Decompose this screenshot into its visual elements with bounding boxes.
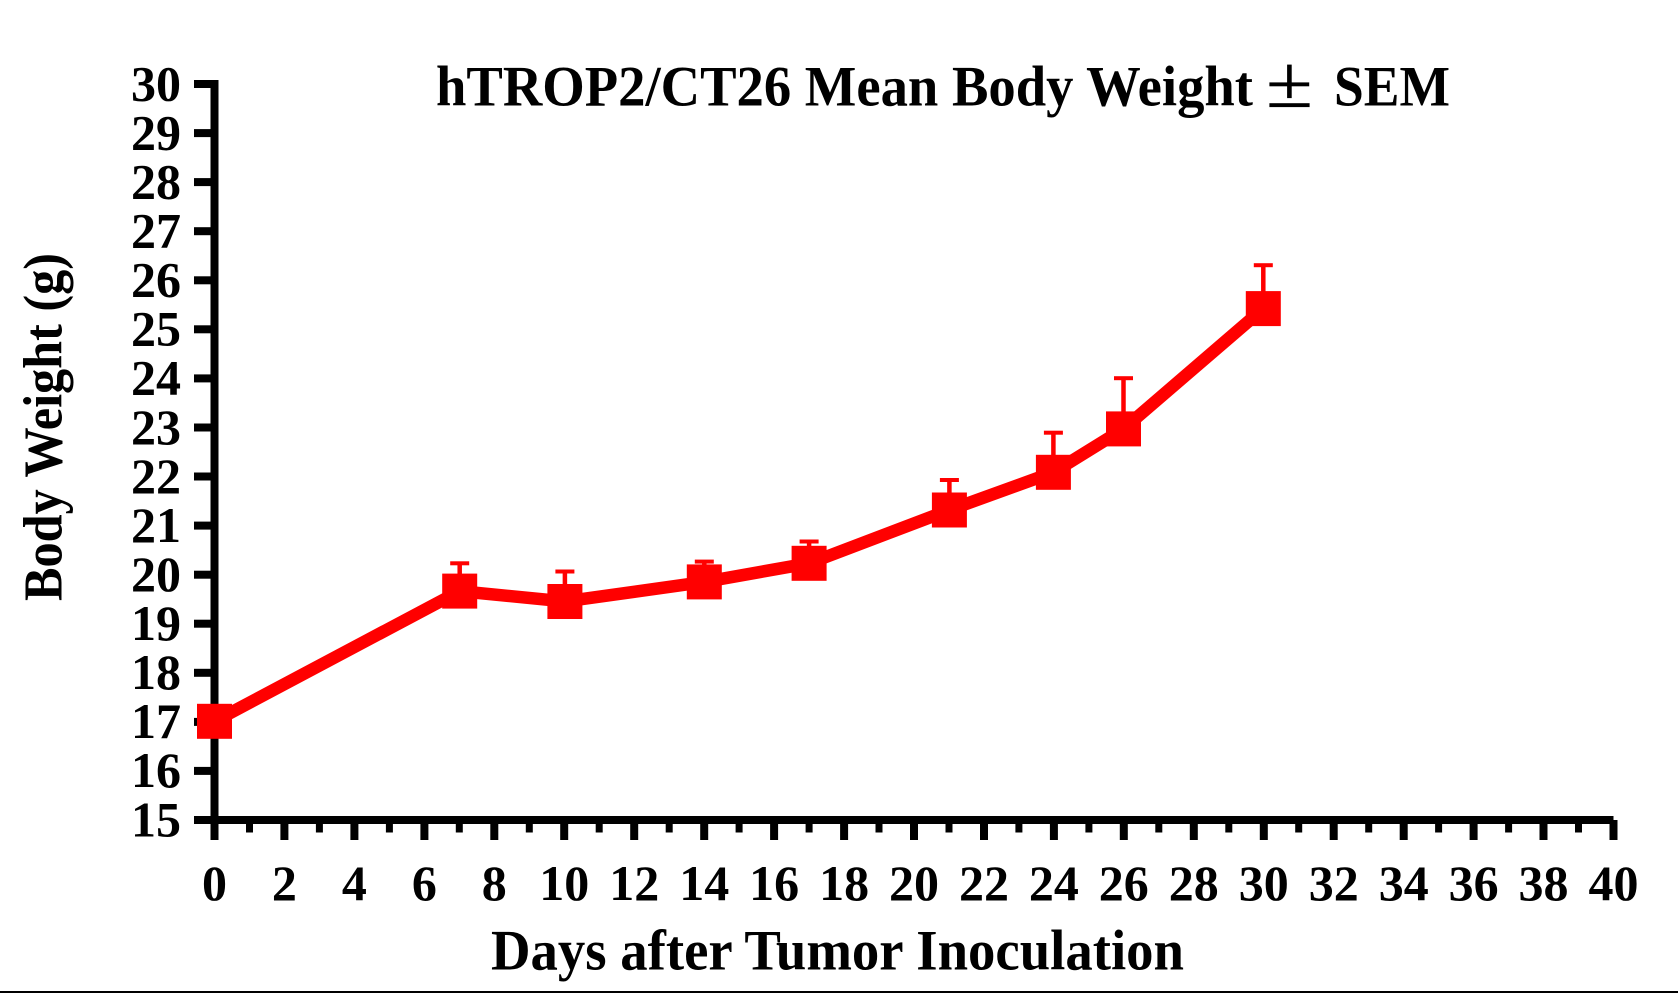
svg-text:20: 20 — [131, 546, 181, 602]
svg-text:8: 8 — [482, 855, 507, 911]
svg-text:22: 22 — [959, 855, 1009, 911]
svg-text:21: 21 — [131, 497, 181, 553]
svg-text:Body Weight (g): Body Weight (g) — [12, 253, 73, 601]
svg-text:30: 30 — [131, 55, 181, 111]
svg-text:2: 2 — [272, 855, 297, 911]
svg-text:30: 30 — [1239, 855, 1289, 911]
svg-text:40: 40 — [1589, 855, 1639, 911]
svg-text:16: 16 — [749, 855, 799, 911]
svg-text:6: 6 — [412, 855, 437, 911]
svg-text:20: 20 — [889, 855, 939, 911]
svg-text:SEM: SEM — [1334, 56, 1450, 119]
svg-text:24: 24 — [131, 350, 181, 406]
svg-text:10: 10 — [539, 855, 589, 911]
svg-text:Days after Tumor Inoculation: Days after Tumor Inoculation — [491, 920, 1184, 983]
svg-text:17: 17 — [131, 693, 181, 749]
svg-text:28: 28 — [1169, 855, 1219, 911]
svg-text:32: 32 — [1309, 855, 1359, 911]
svg-text:29: 29 — [131, 104, 181, 160]
svg-text:34: 34 — [1379, 855, 1429, 911]
svg-text:18: 18 — [131, 644, 181, 700]
svg-text:12: 12 — [609, 855, 659, 911]
svg-text:0: 0 — [202, 855, 227, 911]
svg-text:16: 16 — [131, 742, 181, 798]
svg-text:25: 25 — [131, 301, 181, 357]
svg-text:28: 28 — [131, 153, 181, 209]
svg-text:27: 27 — [131, 203, 181, 259]
svg-text:18: 18 — [819, 855, 869, 911]
svg-text:23: 23 — [131, 399, 181, 455]
svg-text:hTROP2/CT26 Mean Body Weight: hTROP2/CT26 Mean Body Weight — [436, 56, 1253, 119]
svg-text:38: 38 — [1519, 855, 1569, 911]
svg-text:24: 24 — [1029, 855, 1079, 911]
svg-text:26: 26 — [131, 252, 181, 308]
svg-text:36: 36 — [1449, 855, 1499, 911]
svg-text:15: 15 — [131, 791, 181, 847]
svg-text:26: 26 — [1099, 855, 1149, 911]
svg-text:22: 22 — [131, 448, 181, 504]
svg-text:14: 14 — [679, 855, 729, 911]
svg-text:19: 19 — [131, 595, 181, 651]
svg-text:4: 4 — [342, 855, 367, 911]
